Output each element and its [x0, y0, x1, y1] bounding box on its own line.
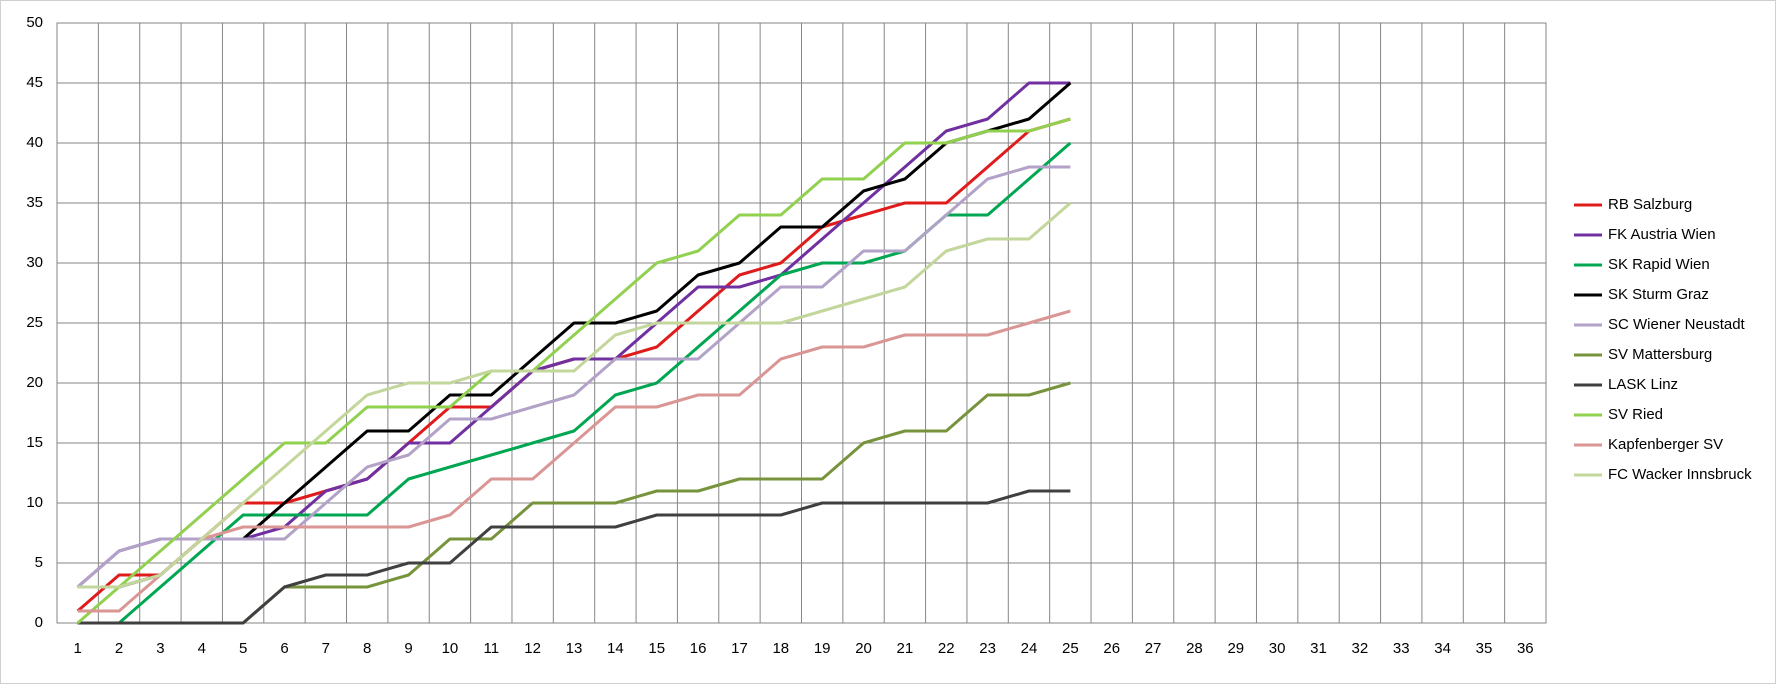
- x-tick-label: 15: [648, 640, 665, 657]
- x-tick-label: 2: [115, 640, 123, 657]
- x-tick-label: 12: [524, 640, 541, 657]
- x-tick-label: 26: [1103, 640, 1120, 657]
- x-tick-label: 7: [322, 640, 330, 657]
- series-line: [77, 309, 1071, 613]
- x-tick-label: 30: [1269, 640, 1286, 657]
- x-tick-label: 33: [1393, 640, 1410, 657]
- x-tick-label: 35: [1476, 640, 1493, 657]
- x-tick-label: 36: [1517, 640, 1534, 657]
- x-tick-label: 24: [1021, 640, 1038, 657]
- x-tick-label: 8: [363, 640, 371, 657]
- y-tick-label: 15: [26, 434, 43, 451]
- series-line: [76, 117, 1071, 625]
- y-tick-label: 45: [26, 74, 43, 91]
- x-tick-label: 16: [690, 640, 707, 657]
- legend-label: Kapfenberger SV: [1608, 436, 1723, 453]
- x-tick-label: 29: [1227, 640, 1244, 657]
- series-line: [77, 489, 1071, 625]
- x-tick-label: 34: [1434, 640, 1451, 657]
- legend-label: SV Ried: [1608, 406, 1663, 423]
- x-tick-label: 3: [156, 640, 164, 657]
- y-tick-label: 5: [35, 554, 43, 571]
- x-tick-label: 21: [897, 640, 914, 657]
- x-tick-label: 11: [484, 640, 500, 657]
- series-line: [76, 165, 1071, 589]
- series-line: [77, 201, 1072, 589]
- x-tick-label: 23: [979, 640, 996, 657]
- x-tick-label: 25: [1062, 640, 1079, 657]
- legend-label: RB Salzburg: [1608, 196, 1692, 213]
- legend-label: SK Sturm Graz: [1608, 286, 1709, 303]
- x-tick-label: 20: [855, 640, 872, 657]
- y-tick-label: 25: [26, 314, 43, 331]
- x-tick-label: 13: [566, 640, 583, 657]
- legend-label: FK Austria Wien: [1608, 226, 1716, 243]
- x-tick-label: 17: [731, 640, 748, 657]
- x-tick-label: 9: [404, 640, 412, 657]
- x-tick-label: 32: [1352, 640, 1369, 657]
- legend-label: SK Rapid Wien: [1608, 256, 1710, 273]
- y-tick-label: 50: [26, 14, 43, 31]
- x-tick-label: 4: [198, 640, 206, 657]
- y-tick-label: 10: [26, 494, 43, 511]
- legend-label: SC Wiener Neustadt: [1608, 316, 1746, 333]
- x-tick-label: 31: [1310, 640, 1327, 657]
- legend-label: SV Mattersburg: [1608, 346, 1712, 363]
- x-tick-label: 14: [607, 640, 624, 657]
- x-tick-label: 5: [239, 640, 247, 657]
- x-tick-label: 1: [74, 640, 82, 657]
- x-tick-label: 22: [938, 640, 955, 657]
- x-tick-label: 19: [814, 640, 831, 657]
- x-tick-label: 27: [1145, 640, 1162, 657]
- x-tick-label: 28: [1186, 640, 1203, 657]
- x-tick-label: 6: [280, 640, 288, 657]
- x-tick-label: 18: [772, 640, 789, 657]
- y-tick-label: 30: [26, 254, 43, 271]
- legend-label: LASK Linz: [1608, 376, 1678, 393]
- y-tick-label: 35: [26, 194, 43, 211]
- y-tick-label: 0: [35, 614, 43, 631]
- y-tick-label: 20: [26, 374, 43, 391]
- legend-label: FC Wacker Innsbruck: [1608, 466, 1752, 483]
- y-tick-label: 40: [26, 134, 43, 151]
- x-tick-label: 10: [442, 640, 459, 657]
